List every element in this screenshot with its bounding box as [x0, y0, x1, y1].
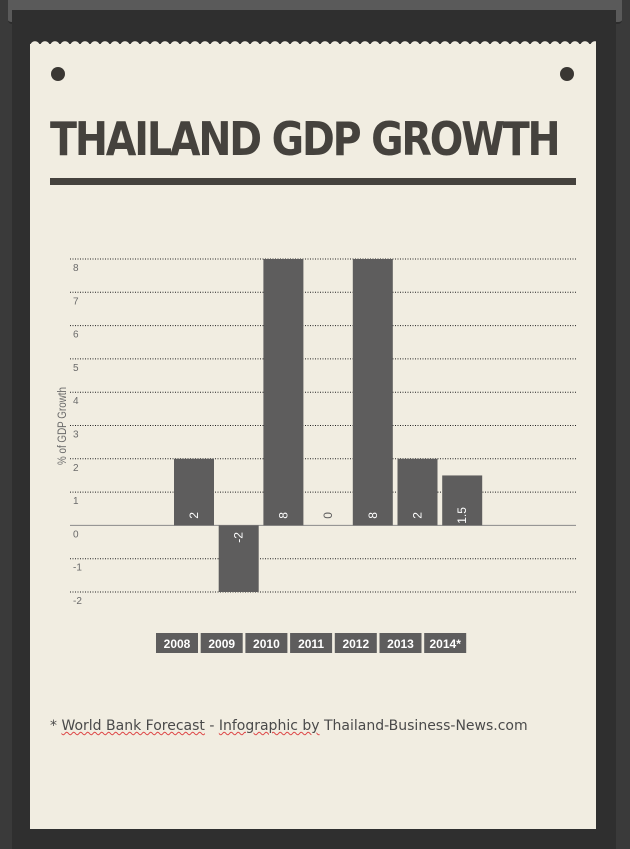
x-tick-label: 2010	[253, 637, 280, 651]
y-tick-label: 2	[73, 463, 79, 474]
x-tick-label: 2014*	[430, 637, 462, 651]
bar-value-label: 2	[411, 512, 425, 519]
page-title: THAILAND GDP GROWTH	[50, 112, 561, 166]
footnote-credit: Infographic by	[218, 718, 320, 734]
paper-scalloped-edge	[30, 38, 596, 46]
y-tick-label: 6	[73, 330, 79, 341]
y-tick-label: 5	[73, 363, 79, 374]
x-tick-label: 2008	[164, 637, 191, 651]
chart-y-ticks: 8 7 6 5 4 3 2 1 0 -1 -2	[73, 263, 82, 607]
y-tick-label: 4	[73, 396, 79, 407]
bar-value-label: 8	[366, 512, 380, 519]
title-rule	[50, 178, 576, 185]
punch-hole-left	[51, 67, 65, 81]
x-label-box	[424, 633, 467, 653]
x-label-box	[290, 633, 333, 653]
x-label-box	[334, 633, 377, 653]
bar-value-label: 0	[321, 512, 335, 519]
punch-hole-right	[560, 67, 574, 81]
paper-sheet	[30, 44, 596, 829]
y-tick-label: -1	[73, 563, 82, 574]
x-tick-label: 2011	[298, 637, 324, 651]
x-tick-label: 2013	[387, 637, 414, 651]
footnote-star: *	[50, 718, 57, 734]
y-tick-label: 0	[73, 529, 79, 540]
chart-bars: 2 -2 8 0 8 2 1.5	[174, 259, 483, 592]
y-tick-label: 8	[73, 263, 79, 274]
bar-value-label: 1.5	[455, 507, 469, 524]
bar	[352, 259, 393, 526]
x-label-box	[379, 633, 422, 653]
y-tick-label: 7	[73, 296, 79, 307]
y-axis-label: % of GDP Growth	[56, 387, 69, 465]
x-label-box	[200, 633, 243, 653]
y-tick-label: 3	[73, 430, 79, 441]
x-label-box	[156, 633, 198, 653]
x-label-box	[245, 633, 288, 653]
chart-x-labels: 2008 2009 2010 2011 2012 2013 2014*	[156, 633, 467, 653]
bar	[174, 458, 214, 526]
y-tick-label: 1	[73, 496, 79, 507]
y-tick-label: -2	[73, 596, 82, 607]
footnote-site: Thailand-Business-News.com	[319, 718, 528, 734]
bar-value-label: 8	[276, 512, 290, 519]
footnote: * World Bank Forecast - Infographic by T…	[50, 718, 528, 734]
bar-value-label: -2	[232, 532, 246, 543]
x-tick-label: 2012	[342, 637, 369, 651]
bar	[397, 458, 438, 526]
bar-value-label: 2	[187, 512, 201, 519]
bar	[263, 259, 304, 526]
footnote-source: World Bank Forecast	[61, 718, 205, 734]
footnote-separator: -	[204, 718, 219, 734]
chart-grid	[70, 258, 576, 593]
x-tick-label: 2009	[208, 637, 235, 651]
bar	[442, 475, 483, 526]
bar	[218, 525, 259, 592]
